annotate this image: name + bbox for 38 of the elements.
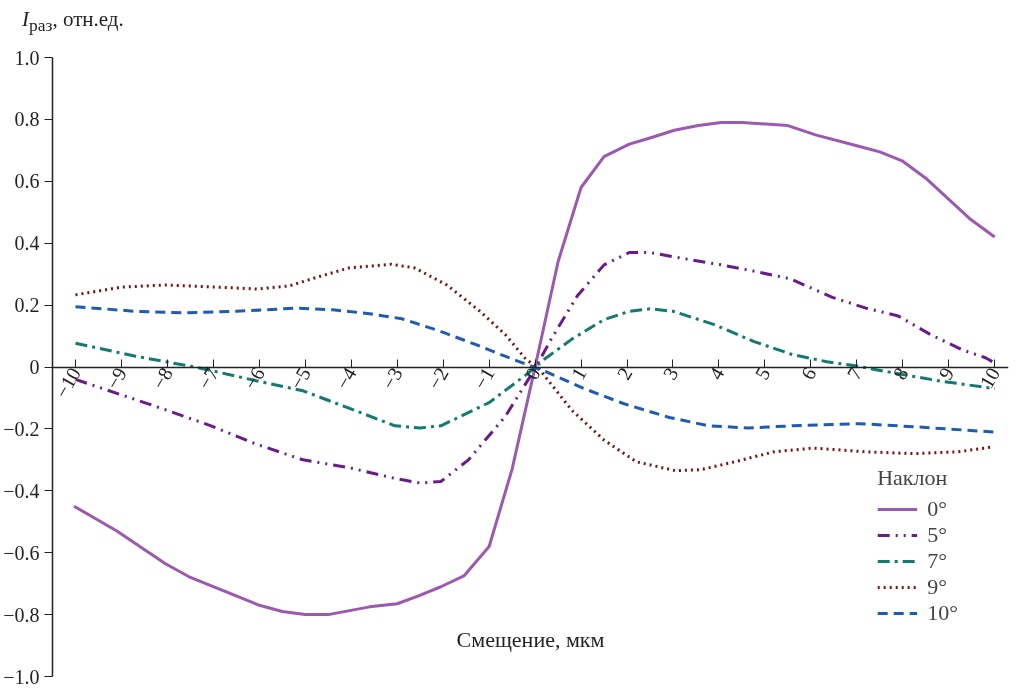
x-tick-label: −1 [469,363,499,393]
legend-title: Наклон [877,465,949,491]
y-tick-label: −1.0 [3,665,40,688]
x-tick-label: 0 [520,363,545,384]
x-tick-label: −8 [147,363,177,393]
legend-label: 7° [927,548,948,574]
x-tick-label: 3 [658,363,683,384]
x-tick-label: −3 [377,363,407,393]
x-tick-label: −5 [285,363,315,393]
y-tick-label: −0.6 [3,541,40,564]
y-tick-label: 0.8 [14,108,40,131]
y-axis-title: I$_{раз}$, отн.ед. [22,6,124,38]
x-tick-label: 2 [612,363,637,384]
y-tick-label: −0.4 [3,479,40,502]
y-tick-label: 0.4 [14,232,40,255]
x-tick-label: −9 [101,363,131,393]
legend-label: 10° [927,600,958,626]
y-tick-label: −0.8 [3,603,40,626]
y-tick-label: 0.6 [14,170,40,193]
x-tick-label: −10 [50,363,86,402]
x-tick-label: 10 [975,363,1005,392]
x-tick-label: 6 [796,363,821,384]
x-tick-label: 8 [888,363,913,384]
x-tick-label: 1 [566,363,591,384]
y-tick-label: 1.0 [14,46,40,69]
x-tick-label: 9 [934,363,959,384]
y-tick-label: 0.2 [14,294,40,317]
legend-label: 9° [927,574,948,600]
x-axis-title: Смещение, мкм [456,626,605,652]
x-tick-label: −4 [331,363,361,393]
x-tick-label: 7 [842,363,867,384]
x-tick-label: −2 [423,363,453,393]
legend-label: 0° [927,496,948,522]
legend-label: 5° [927,522,948,548]
y-tick-label: −0.2 [3,417,40,440]
x-tick-label: 4 [704,363,729,384]
x-tick-label: 5 [750,363,775,384]
x-tick-label: −6 [239,363,269,393]
